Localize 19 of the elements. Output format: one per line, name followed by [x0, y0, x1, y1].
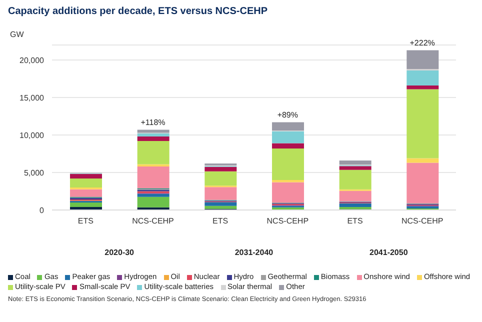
x-tick-label: ETS — [347, 216, 363, 226]
y-tick-label: 20,000 — [20, 56, 45, 65]
text: 2041-2050 — [368, 248, 409, 257]
y-tick-label: 5,000 — [24, 168, 45, 178]
chart-title: Capacity additions per decade, ETS versus NCS-CEHP — [8, 6, 268, 17]
x-tick-label: NCS-CEHP — [401, 216, 444, 226]
y-axis-title: GW — [10, 30, 24, 39]
text: 2031-2040 — [234, 248, 274, 257]
y-tick-label: 0 — [40, 206, 45, 215]
annotation: +89% — [277, 110, 298, 120]
annotation: +222% — [410, 38, 435, 48]
y-tick-label: 15,000 — [20, 93, 45, 102]
x-tick-label: ETS — [78, 216, 94, 226]
x-tick-label: ETS — [212, 216, 228, 226]
x-tick-label: NCS-CEHP — [266, 216, 309, 226]
x-tick-label: NCS-CEHP — [132, 216, 174, 226]
annotation: +118% — [140, 118, 166, 127]
text: 2020-30 — [104, 248, 135, 257]
y-tick-label: 10,000 — [20, 130, 45, 140]
